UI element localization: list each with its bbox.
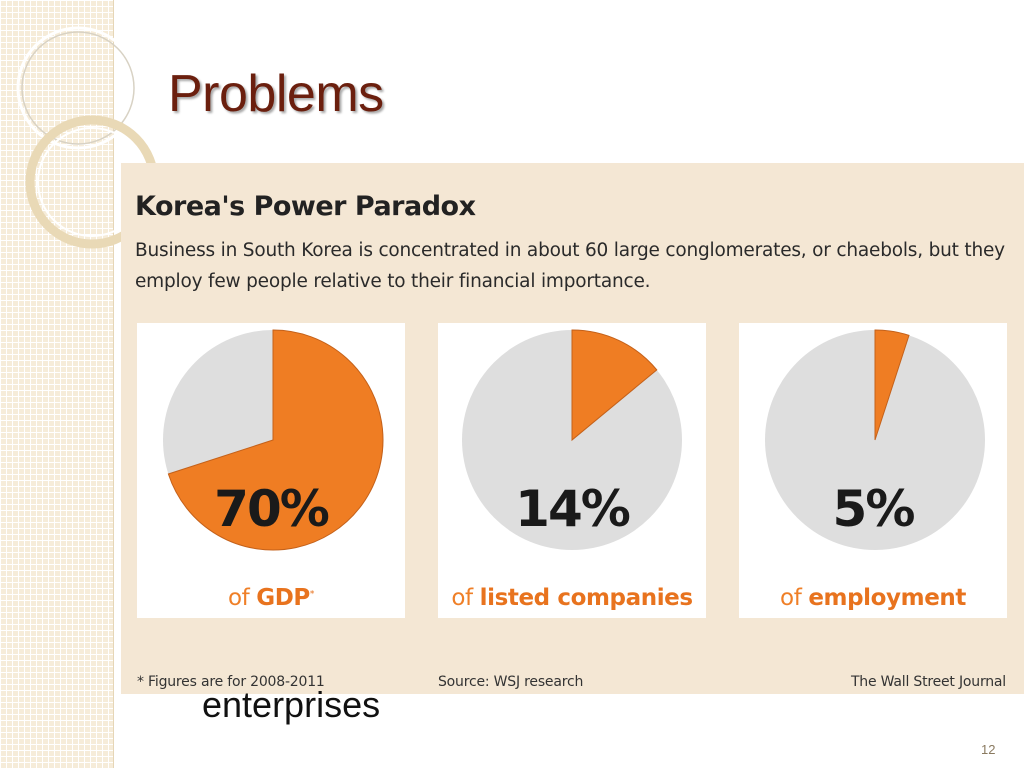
caption-label: employment: [808, 585, 966, 611]
pie-value-label: 70%: [214, 480, 330, 538]
source-note: Source: WSJ research: [438, 674, 584, 690]
footnote: * Figures are for 2008-2011: [137, 674, 325, 690]
slide-title: Problems: [168, 65, 384, 123]
pie-panel-listed-companies: 14% of listed companies: [438, 323, 706, 618]
body-text: enterprises: [202, 684, 381, 725]
chart-subtitle: Business in South Korea is concentrated …: [135, 240, 1005, 292]
pie-value-label: 5%: [832, 480, 916, 538]
caption-prefix: of: [780, 585, 802, 611]
pie-caption: of employment: [739, 585, 1007, 611]
pie-chart-gdp: [163, 329, 384, 551]
pie-panel-gdp: 70% of GDP*: [137, 323, 405, 618]
pie-caption: of GDP*: [137, 585, 405, 611]
pie-value-label: 14%: [515, 480, 631, 538]
pie-panel-employment: 5% of employment: [739, 323, 1007, 618]
caption-prefix: of: [451, 585, 473, 611]
chart-title: Korea's Power Paradox: [135, 191, 476, 222]
pie-chart-employment: [765, 329, 985, 550]
pie-caption: of listed companies: [438, 585, 706, 611]
page-number: 12: [981, 742, 996, 757]
credit-note: The Wall Street Journal: [850, 674, 1006, 690]
pie-chart-listed-companies: [462, 329, 682, 550]
caption-prefix: of: [227, 585, 250, 611]
pie-slice-employment: [874, 329, 910, 441]
caption-label: GDP: [256, 585, 310, 611]
infographic: Korea's Power Paradox Business in South …: [121, 163, 1024, 694]
pie-slice-listed-companies: [571, 329, 658, 442]
footnote-mark: *: [309, 589, 315, 600]
pie-slice-gdp: [167, 329, 384, 551]
caption-label: listed companies: [479, 585, 693, 611]
